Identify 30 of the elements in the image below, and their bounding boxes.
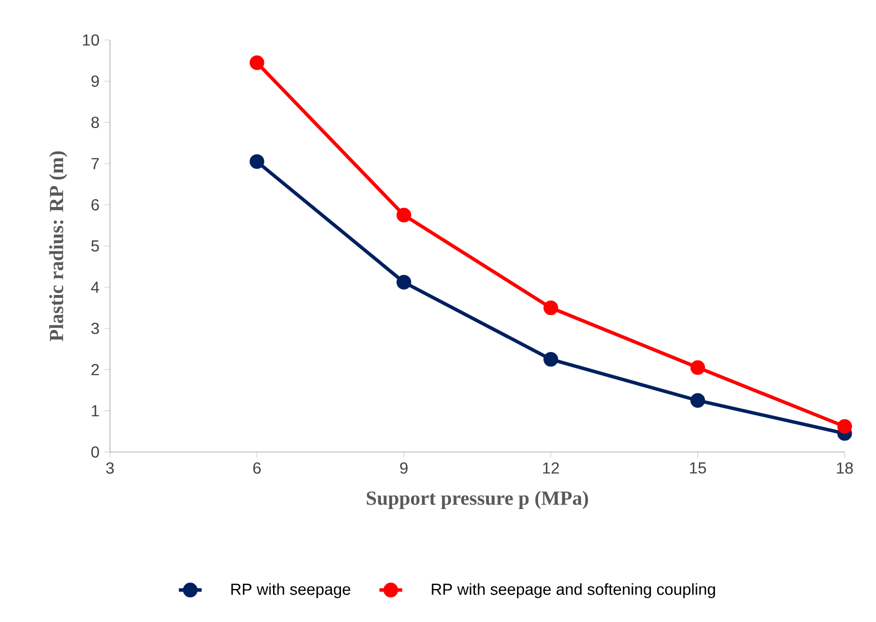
y-tick-label: 10 xyxy=(83,34,99,46)
point xyxy=(250,154,264,169)
point xyxy=(396,274,412,290)
y-tick-label: 0 xyxy=(91,446,99,458)
y-tick-label: 4 xyxy=(91,282,100,293)
legend-label: RP with seepage xyxy=(231,583,350,598)
point xyxy=(250,55,264,70)
x-tick-label: 6 xyxy=(253,462,261,474)
y-tick-label: 2 xyxy=(92,364,99,376)
point xyxy=(543,352,558,367)
y-tick-label: 7 xyxy=(92,158,99,170)
x-tick-label: 12 xyxy=(543,462,559,474)
point xyxy=(690,360,706,375)
y-tick-label: 9 xyxy=(91,76,99,87)
y-tick-label: 5 xyxy=(91,240,99,252)
y-tick-label: 8 xyxy=(91,116,99,128)
point xyxy=(543,300,558,316)
x-tick-label: 9 xyxy=(400,462,408,474)
point xyxy=(396,208,412,222)
x-tick-label: 3 xyxy=(106,462,114,474)
x-tick-label: 18 xyxy=(836,462,853,474)
legend-label: RP with seepage and softening coupling xyxy=(432,583,715,598)
point xyxy=(837,419,852,434)
x-axis-title: Support pressure p (MPa) xyxy=(366,490,588,510)
y-tick-label: 1 xyxy=(92,405,99,416)
y-tick-label: 3 xyxy=(91,322,99,334)
point xyxy=(690,393,706,408)
y-axis-title: Plastic radius: RP (m) xyxy=(49,151,68,342)
x-tick-label: 15 xyxy=(690,462,706,474)
y-tick-label: 6 xyxy=(92,199,99,210)
